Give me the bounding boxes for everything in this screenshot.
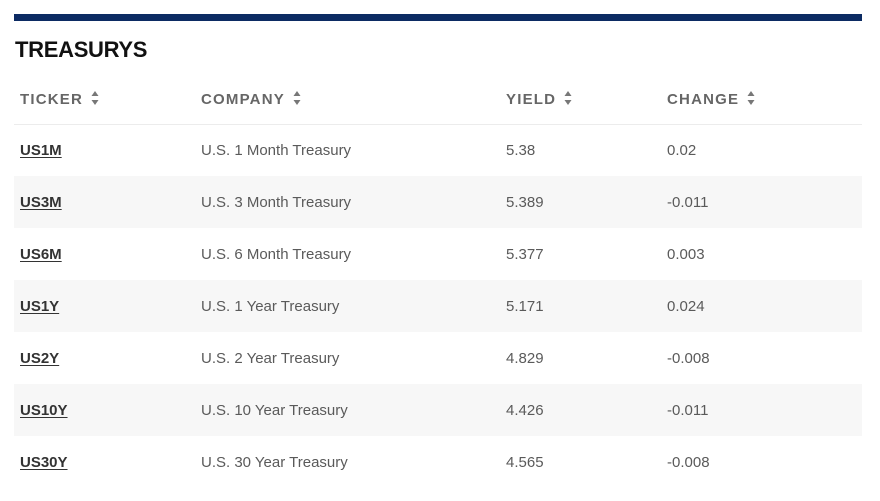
ticker-link[interactable]: US3M [20, 193, 62, 211]
sort-up-down-icon[interactable] [564, 90, 572, 106]
column-header-label: TICKER [20, 91, 84, 109]
change-cell: -0.011 [667, 193, 709, 211]
column-header-label: COMPANY [201, 91, 285, 109]
table-row: US10Y U.S. 10 Year Treasury 4.426 -0.011 [14, 384, 862, 436]
column-header-ticker[interactable]: TICKER [14, 76, 195, 125]
table-row: US1M U.S. 1 Month Treasury 5.38 0.02 [14, 124, 862, 176]
company-cell: U.S. 10 Year Treasury [201, 401, 348, 419]
company-cell: U.S. 30 Year Treasury [201, 453, 348, 471]
ticker-link[interactable]: US6M [20, 245, 62, 263]
ticker-cell: US10Y [14, 384, 195, 436]
table-header: TICKER COMPANY YIELD CHANGE [14, 76, 862, 125]
yield-cell: 5.389 [506, 193, 544, 211]
yield-cell: 4.565 [506, 453, 544, 471]
column-header-change[interactable]: CHANGE [661, 76, 862, 125]
widget-title: TREASURYS [15, 37, 148, 62]
table-body: US1M U.S. 1 Month Treasury 5.38 0.02 US3… [14, 124, 862, 488]
ticker-cell: US30Y [14, 436, 195, 488]
column-header-label: YIELD [506, 91, 557, 109]
accent-top-rule [14, 14, 862, 21]
company-cell: U.S. 2 Year Treasury [201, 349, 340, 367]
ticker-cell: US6M [14, 228, 195, 280]
treasurys-widget: TREASURYS TICKER COMPANY YIELD CHANGE [14, 14, 862, 488]
column-header-label: CHANGE [667, 91, 740, 109]
ticker-cell: US2Y [14, 332, 195, 384]
yield-cell: 5.171 [506, 297, 544, 315]
change-cell: -0.008 [667, 349, 710, 367]
table-row: US6M U.S. 6 Month Treasury 5.377 0.003 [14, 228, 862, 280]
yield-cell: 5.377 [506, 245, 544, 263]
ticker-cell: US1Y [14, 280, 195, 332]
ticker-link[interactable]: US2Y [20, 349, 60, 367]
change-cell: 0.003 [667, 245, 705, 263]
sort-up-down-icon[interactable] [747, 90, 755, 106]
change-cell: -0.011 [667, 401, 709, 419]
change-cell: 0.02 [667, 141, 697, 159]
table-row: US1Y U.S. 1 Year Treasury 5.171 0.024 [14, 280, 862, 332]
sort-up-down-icon[interactable] [293, 90, 301, 106]
ticker-cell: US1M [14, 124, 195, 176]
header-row: TICKER COMPANY YIELD CHANGE [14, 76, 862, 125]
table-row: US2Y U.S. 2 Year Treasury 4.829 -0.008 [14, 332, 862, 384]
treasurys-table: TICKER COMPANY YIELD CHANGE US1M U.S. 1 … [14, 76, 862, 488]
ticker-link[interactable]: US30Y [20, 453, 68, 471]
column-header-yield[interactable]: YIELD [500, 76, 661, 125]
ticker-link[interactable]: US1M [20, 141, 62, 159]
change-cell: 0.024 [667, 297, 705, 315]
ticker-link[interactable]: US1Y [20, 297, 60, 315]
table-row: US30Y U.S. 30 Year Treasury 4.565 -0.008 [14, 436, 862, 488]
yield-cell: 4.829 [506, 349, 544, 367]
company-cell: U.S. 3 Month Treasury [201, 193, 352, 211]
company-cell: U.S. 6 Month Treasury [201, 245, 352, 263]
ticker-cell: US3M [14, 176, 195, 228]
sort-up-down-icon[interactable] [91, 90, 99, 106]
yield-cell: 4.426 [506, 401, 544, 419]
ticker-link[interactable]: US10Y [20, 401, 68, 419]
table-row: US3M U.S. 3 Month Treasury 5.389 -0.011 [14, 176, 862, 228]
change-cell: -0.008 [667, 453, 710, 471]
yield-cell: 5.38 [506, 141, 536, 159]
column-header-company[interactable]: COMPANY [195, 76, 500, 125]
company-cell: U.S. 1 Month Treasury [201, 141, 352, 159]
company-cell: U.S. 1 Year Treasury [201, 297, 340, 315]
